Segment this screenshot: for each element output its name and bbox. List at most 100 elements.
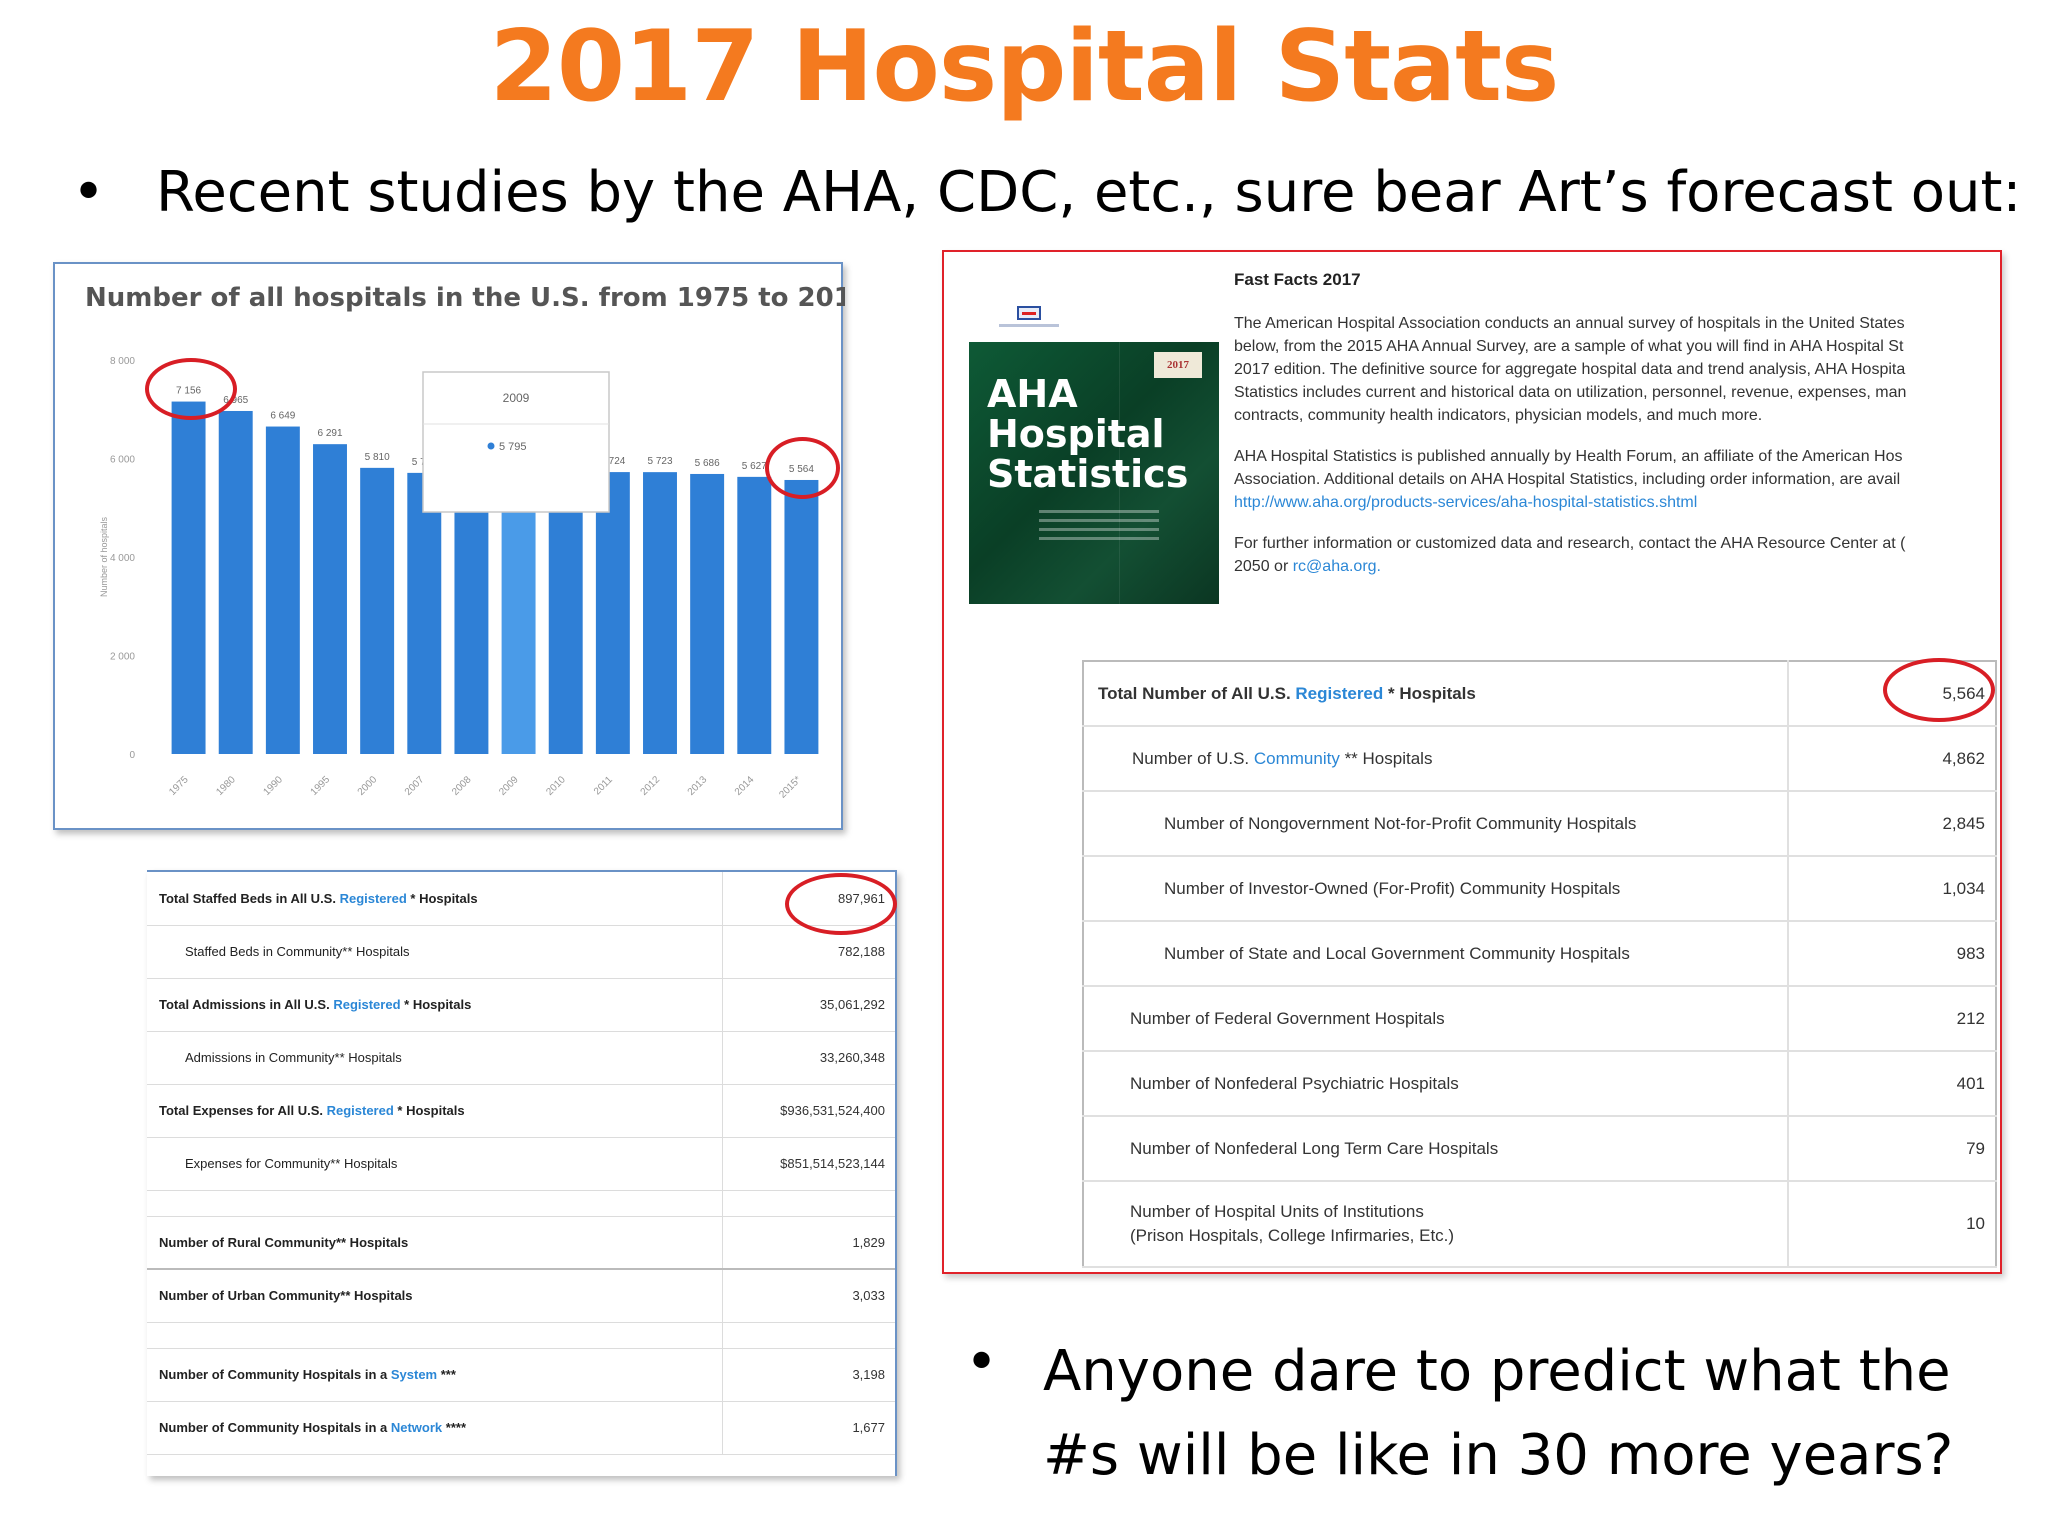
highlight-circle-total	[1883, 658, 1995, 722]
slide-title: 2017 Hospital Stats	[489, 10, 1560, 124]
x-tick-label: 2014	[733, 774, 757, 798]
highlight-circle-beds	[785, 873, 897, 935]
aha-stats-url-link[interactable]: http://www.aha.org/products-services/aha…	[1234, 494, 1698, 511]
row-value: 35,061,292	[722, 978, 895, 1032]
bar-2013[interactable]	[690, 473, 725, 754]
fast-facts-paragraph: AHA Hospital Statistics is published ann…	[1234, 445, 2000, 514]
bar-2011[interactable]	[595, 472, 630, 754]
tooltip-value: 5 795	[499, 441, 527, 453]
table-row: Number of State and Local Government Com…	[1083, 921, 1996, 987]
row-value: 983	[1788, 921, 1996, 987]
x-tick-label: 2008	[450, 774, 474, 798]
bar-1980[interactable]	[218, 410, 253, 754]
fast-facts-body: The American Hospital Association conduc…	[1234, 312, 2000, 596]
row-value: 4,862	[1788, 726, 1996, 792]
bullet-glyph: •	[72, 160, 106, 225]
row-label-link[interactable]: System	[390, 1367, 438, 1382]
row-label-prefix: Number of Hospital Units of Institutions	[1130, 1202, 1424, 1221]
bullet-text: Anyone dare to predict what the #s will …	[1043, 1339, 1954, 1488]
bar-1990[interactable]	[265, 426, 300, 754]
table-row: Total Number of All U.S. Registered * Ho…	[1083, 661, 1996, 727]
hospital-count-chart: Number of all hospitals in the U.S. from…	[85, 283, 845, 801]
row-value: 3,033	[722, 1269, 895, 1323]
row-value: 33,260,348	[722, 1031, 895, 1085]
row-label-prefix: Number of Urban Community** Hospitals	[159, 1288, 413, 1304]
book-subtitle-lines	[1039, 510, 1159, 546]
table-row: Number of Rural Community** Hospitals 1,8…	[147, 1216, 895, 1270]
bar-2009[interactable]	[501, 468, 536, 754]
row-label-link[interactable]: Network	[390, 1420, 443, 1435]
row-label: Number of Rural Community** Hospitals	[147, 1216, 723, 1270]
fast-facts-line: AHA Hospital Statistics is published ann…	[1234, 448, 1903, 465]
bar-1975[interactable]	[171, 401, 206, 754]
table-row: Number of Investor-Owned (For-Profit) Co…	[1083, 856, 1996, 922]
email-link[interactable]: rc@aha.org.	[1292, 558, 1381, 575]
bar-value-label: 6 965	[223, 395, 248, 406]
row-label-prefix: Number of Community Hospitals in a	[159, 1420, 391, 1435]
x-tick-label: 2010	[544, 774, 568, 798]
fast-facts-line: contracts, community health indicators, …	[1234, 407, 1763, 424]
bar-2012[interactable]	[643, 472, 677, 754]
row-label-prefix: Staffed Beds in Community** Hospitals	[185, 944, 410, 959]
row-value: 782,188	[722, 925, 895, 979]
y-tick-label: 4 000	[110, 553, 135, 564]
x-tick-label: 2015*	[777, 774, 803, 800]
bar-value-label: 6 649	[270, 411, 295, 422]
table-spacer-row	[147, 1322, 895, 1349]
aha-logo	[999, 306, 1059, 332]
row-label-prefix: Number of Community Hospitals in a	[159, 1367, 391, 1382]
hospital-count-chart-panel: Number of all hospitals in the U.S. from…	[53, 262, 845, 830]
row-value: 1,034	[1788, 856, 1996, 922]
row-label	[147, 1322, 723, 1349]
row-label-prefix: Number of Investor-Owned (For-Profit) Co…	[1164, 878, 1621, 898]
row-label: Total Staffed Beds in All U.S. Registere…	[147, 872, 723, 926]
row-label: Number of Nongovernment Not-for-Profit C…	[1083, 791, 1789, 857]
row-value: 212	[1788, 986, 1996, 1052]
fast-facts-line: The American Hospital Association conduc…	[1234, 315, 1905, 332]
row-value: 401	[1788, 1051, 1996, 1117]
row-label-link[interactable]: Registered	[339, 890, 407, 906]
bar-value-label: 5 627	[742, 461, 767, 472]
table-row: Total Admissions in All U.S. Registered …	[147, 978, 895, 1032]
y-tick-label: 2 000	[110, 652, 135, 663]
row-label-link[interactable]: Community	[1253, 748, 1340, 768]
row-label: Number of Urban Community** Hospitals	[147, 1269, 723, 1323]
bar-2010[interactable]	[548, 470, 583, 754]
aha-fast-facts-panel: 2017 AHA Hospital Statistics Fast Facts …	[942, 250, 2002, 1274]
bar-1995[interactable]	[313, 444, 347, 754]
row-label-prefix: Total Admissions in All U.S.	[159, 997, 334, 1012]
bar-2014[interactable]	[737, 476, 772, 754]
bar-value-label: 5 723	[647, 456, 672, 467]
row-value: $851,514,523,144	[722, 1137, 895, 1191]
fast-facts-line: 2050 or	[1234, 558, 1293, 575]
row-label: Number of Community Hospitals in a Syste…	[147, 1348, 723, 1402]
table-row: Number of Nonfederal Psychiatric Hospita…	[1083, 1051, 1996, 1117]
row-label-prefix: Admissions in Community** Hospitals	[185, 1050, 402, 1065]
bar-2000[interactable]	[360, 467, 395, 754]
table-row: Number of Urban Community** Hospitals 3,0…	[147, 1269, 895, 1323]
highlight-circle-1975	[145, 358, 237, 420]
row-label-link[interactable]: Registered	[1295, 683, 1384, 703]
x-tick-label: 2007	[403, 774, 427, 798]
x-tick-label: 2011	[592, 774, 615, 797]
row-label-suffix: ***	[437, 1367, 456, 1382]
table-spacer-row	[147, 1190, 895, 1217]
tooltip-year: 2009	[503, 391, 530, 405]
table-row: Number of Nongovernment Not-for-Profit C…	[1083, 791, 1996, 857]
row-label-suffix: * Hospitals	[400, 997, 472, 1012]
bar-2015*[interactable]	[784, 479, 819, 754]
chart-tooltip: 2009 5 795	[422, 371, 610, 513]
table-row: Staffed Beds in Community** Hospitals 782…	[147, 925, 895, 979]
row-label-link[interactable]: Registered	[333, 997, 401, 1012]
row-label-prefix: Number of Federal Government Hospitals	[1130, 1008, 1445, 1028]
row-label-suffix: * Hospitals	[1383, 683, 1476, 703]
row-label: Number of State and Local Government Com…	[1083, 921, 1789, 987]
row-value: 2,845	[1788, 791, 1996, 857]
row-label-link[interactable]: Registered	[326, 1103, 394, 1118]
bar-2007[interactable]	[407, 472, 442, 754]
book-year-badge: 2017	[1154, 352, 1202, 378]
bar-2008[interactable]	[454, 467, 489, 754]
row-label-prefix: Number of Nonfederal Psychiatric Hospita…	[1130, 1073, 1459, 1093]
row-label: Total Number of All U.S. Registered * Ho…	[1083, 661, 1789, 727]
highlight-circle-2015	[765, 437, 840, 499]
